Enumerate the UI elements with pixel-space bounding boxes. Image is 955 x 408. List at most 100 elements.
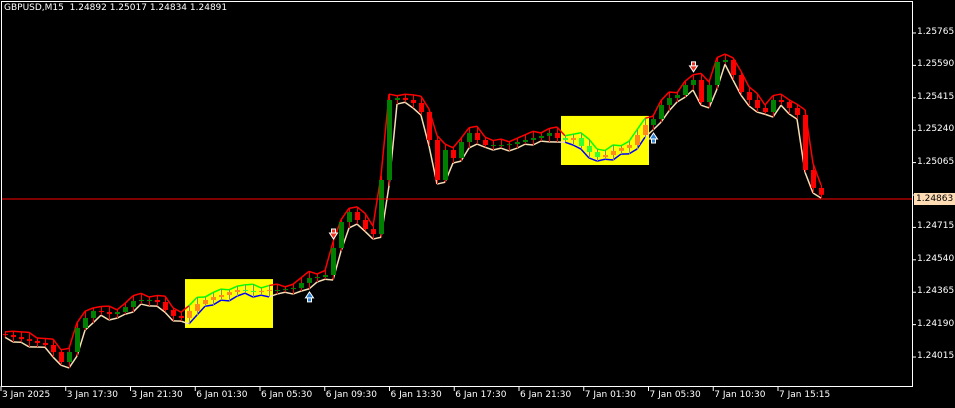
candle-body — [355, 212, 360, 220]
upper-band-segment — [708, 57, 718, 83]
upper-band-segment — [204, 291, 214, 298]
lower-band-segment — [220, 299, 230, 302]
upper-band-segment — [556, 126, 566, 137]
high-value: 1.25017 — [109, 3, 147, 13]
candle-body — [611, 150, 616, 155]
candle-body — [11, 335, 16, 338]
upper-band-segment — [92, 305, 102, 309]
upper-band-segment — [44, 337, 54, 340]
candle-body — [67, 352, 72, 363]
candle-body — [427, 112, 432, 140]
candle-body — [555, 132, 560, 138]
candle-body — [595, 152, 600, 158]
candle-body — [339, 222, 344, 248]
candle-body — [755, 100, 760, 108]
upper-band-segment — [268, 283, 278, 287]
candles — [3, 54, 824, 368]
upper-band-segment — [548, 126, 558, 130]
price-tick-label: 1.25240 — [917, 124, 955, 135]
candle-body — [419, 102, 424, 113]
lower-band-segment — [140, 303, 150, 307]
upper-band-segment — [276, 283, 286, 288]
candle-body — [91, 310, 96, 318]
candle-body — [307, 277, 312, 283]
upper-band-segment — [476, 125, 486, 138]
candle-body — [107, 312, 112, 315]
lower-band-segment — [772, 104, 782, 118]
upper-band-segment — [660, 91, 670, 102]
candle-body — [651, 119, 656, 125]
candle-body — [323, 275, 328, 278]
lower-band-segment — [652, 121, 662, 131]
candle-body — [27, 339, 32, 341]
lower-band-segment — [676, 96, 686, 103]
lower-band-segment — [316, 278, 326, 283]
candle-body — [83, 317, 88, 328]
upper-band-segment — [324, 241, 334, 271]
upper-band-segment — [132, 292, 142, 297]
open-value: 1.24892 — [69, 3, 107, 13]
lower-band-segment — [748, 105, 758, 113]
lower-band-segment — [540, 140, 550, 143]
lower-band-segment — [580, 148, 590, 159]
upper-band-segment — [444, 143, 454, 149]
lower-band-segment — [292, 290, 302, 295]
upper-band-segment — [604, 144, 614, 152]
upper-band-segment — [412, 94, 422, 98]
lower-band-segment — [724, 63, 734, 81]
upper-band-segment — [156, 294, 166, 297]
lower-band-segment — [332, 250, 342, 281]
candle-body — [587, 145, 592, 153]
lower-band-segment — [420, 114, 430, 147]
lower-band-segment — [500, 147, 510, 152]
candle-body — [547, 132, 552, 136]
candle-body — [739, 75, 744, 93]
upper-band-segment — [52, 338, 62, 351]
candle-body — [243, 290, 248, 291]
upper-band-segment — [716, 53, 726, 59]
upper-band-segment — [188, 296, 198, 307]
upper-band-segment — [524, 130, 534, 136]
lower-band-segment — [700, 104, 710, 109]
candle-body — [507, 144, 512, 146]
lower-band-segment — [52, 356, 62, 366]
candle-body — [19, 337, 24, 340]
upper-band-segment — [564, 133, 574, 137]
candle-body — [163, 302, 168, 310]
candle-body — [227, 292, 232, 295]
upper-band-segment — [28, 331, 38, 339]
lower-band-segment — [684, 89, 694, 98]
candle-body — [43, 342, 48, 345]
time-tick-label: 7 Jan 01:30 — [584, 390, 637, 400]
lower-band-segment — [788, 113, 798, 120]
candle-body — [283, 289, 288, 291]
upper-band-segment — [484, 136, 494, 142]
candle-body — [467, 132, 472, 143]
upper-band-segment — [116, 302, 126, 311]
lower-band-segment — [44, 346, 54, 358]
upper-band-segment — [796, 103, 806, 111]
candle-body — [659, 105, 664, 120]
upper-band-segment — [780, 93, 790, 101]
time-tick-label: 6 Jan 05:30 — [261, 390, 313, 400]
upper-band-segment — [84, 307, 94, 312]
candle-body — [523, 140, 528, 143]
candle-body — [211, 297, 216, 300]
candle-body — [235, 290, 240, 293]
upper-band-segment — [668, 91, 678, 94]
lower-band-segment — [20, 341, 30, 348]
lower-band-segment — [84, 322, 94, 331]
candle-body — [563, 137, 568, 140]
lower-band-segment — [708, 88, 718, 109]
candle-body — [35, 340, 40, 343]
upper-band-segment — [388, 93, 398, 97]
current-price-label: 1.24863 — [914, 193, 955, 205]
candle-body — [147, 300, 152, 301]
lower-band-segment — [476, 143, 486, 148]
price-tick-label: 1.24365 — [917, 286, 955, 297]
upper-band-segment — [540, 127, 550, 134]
candle-body — [771, 100, 776, 113]
lower-band-segment — [516, 143, 526, 149]
upper-band-segment — [644, 115, 654, 120]
